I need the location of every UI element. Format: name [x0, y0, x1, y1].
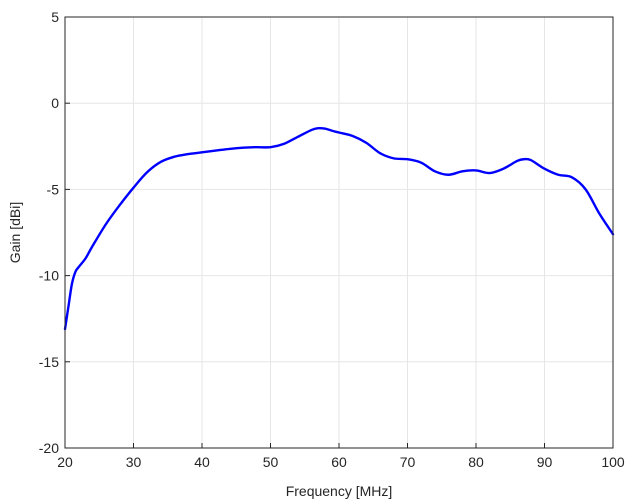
x-tick-label: 30	[126, 454, 142, 470]
y-tick-label: -10	[39, 268, 59, 284]
x-axis-label: Frequency [MHz]	[286, 483, 393, 499]
x-tick-label: 70	[400, 454, 416, 470]
y-tick-label: 0	[51, 95, 59, 111]
y-tick-label: -20	[39, 440, 59, 456]
x-tick-label: 90	[537, 454, 553, 470]
x-tick-label: 100	[601, 454, 625, 470]
gain-series-line	[63, 126, 615, 331]
y-tick-label: 5	[51, 9, 59, 25]
x-tick-label: 40	[194, 454, 210, 470]
y-axis-ticks: 5 0 -5 -10 -15 -20	[39, 9, 70, 456]
x-tick-label: 60	[331, 454, 347, 470]
x-tick-label: 20	[57, 454, 73, 470]
x-axis-ticks: 20 30 40 50 60 70 80 90 100	[57, 443, 625, 470]
series-layer	[63, 126, 615, 331]
y-tick-label: -5	[47, 181, 60, 197]
x-tick-label: 50	[263, 454, 279, 470]
grid-lines	[64, 16, 614, 449]
y-tick-label: -15	[39, 354, 59, 370]
x-tick-label: 80	[468, 454, 484, 470]
y-axis-label: Gain [dBi]	[7, 202, 23, 263]
